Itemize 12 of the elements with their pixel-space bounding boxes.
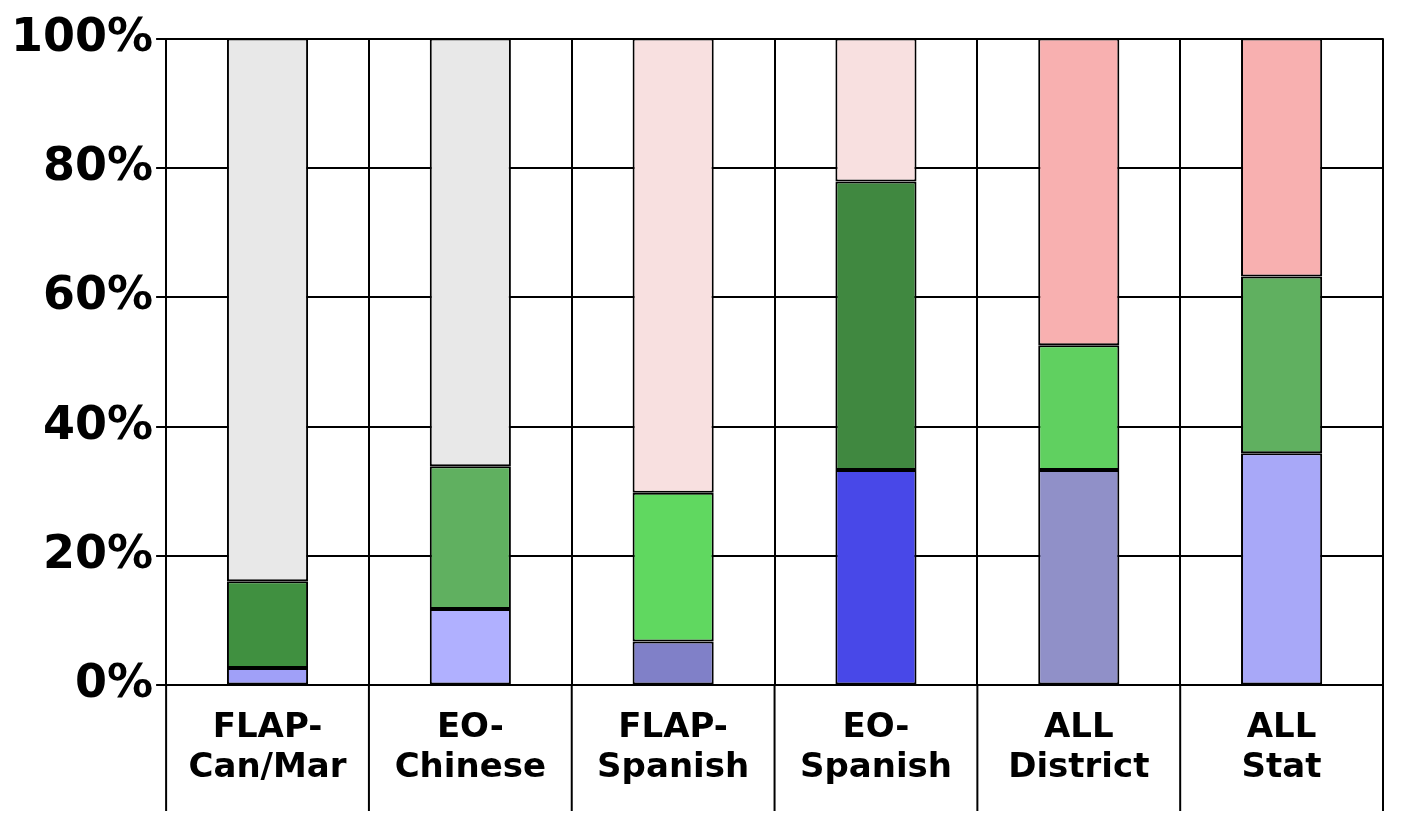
x-tick-label: EO- Spanish xyxy=(799,704,952,786)
y-tick-label: 40% xyxy=(43,395,154,450)
y-tick-label: 0% xyxy=(75,654,154,709)
x-tick-label: ALL District xyxy=(1008,704,1150,786)
y-tick-label: 100% xyxy=(10,7,154,62)
y-tick-label: 80% xyxy=(43,136,154,191)
y-tick-label: 20% xyxy=(43,524,154,579)
x-tick-label: ALL Stat xyxy=(1241,704,1322,786)
y-tick-label: 60% xyxy=(43,266,154,321)
x-tick-label: FLAP- Can/Mar xyxy=(188,704,347,786)
x-tick-label: EO- Chinese xyxy=(394,704,547,786)
x-tick-label: FLAP- Spanish xyxy=(597,704,750,786)
